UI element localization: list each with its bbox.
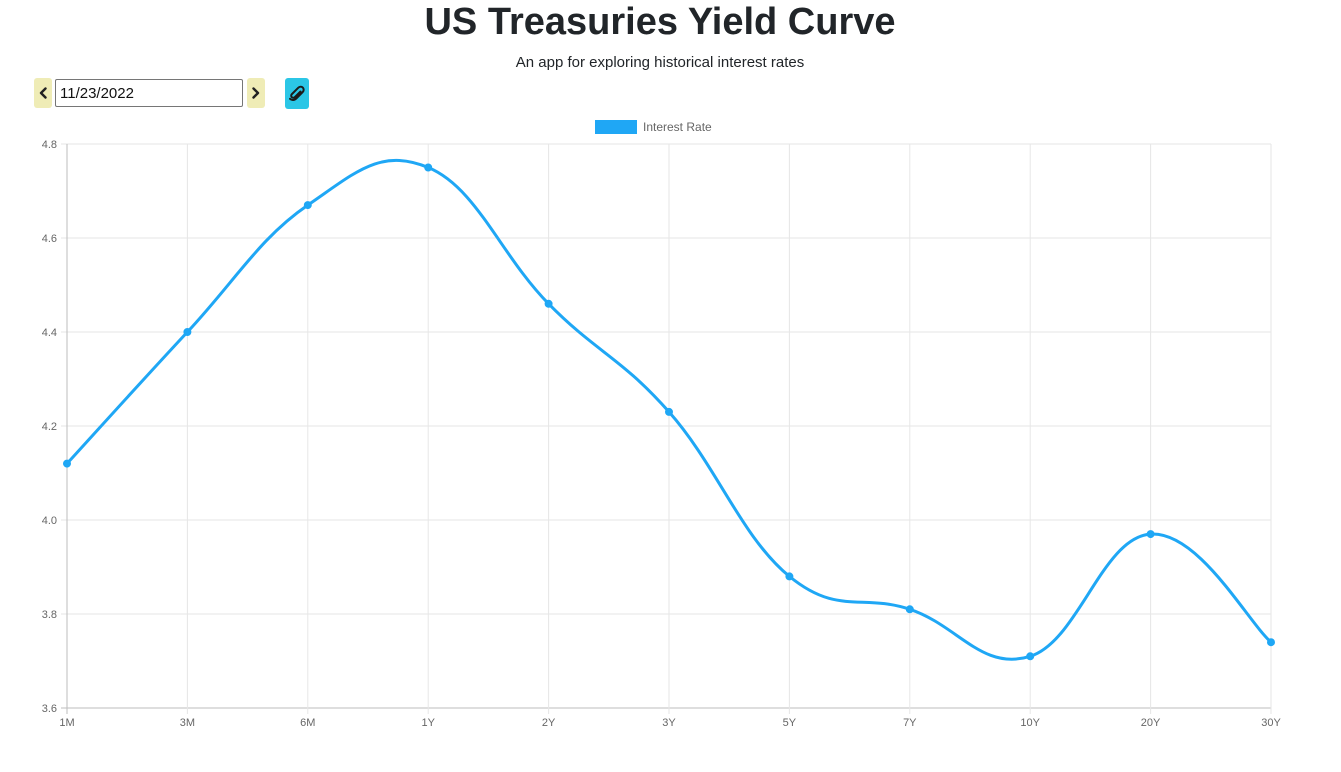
chevron-left-icon (39, 87, 47, 99)
chart-legend[interactable]: Interest Rate (595, 120, 712, 134)
date-input[interactable] (55, 79, 243, 107)
data-point-20y (1146, 530, 1155, 539)
chart-axes: 4.8 4.6 4.4 4.2 4.0 3.8 3.61M 3M 6M 1Y 2Y 3Y 5Y 7Y 10Y… (42, 139, 1282, 729)
x-tick-label: 1M (59, 717, 74, 729)
yield-curve-chart: Interest Rate 4.8 4.6 4.4 4.2 4.0 3.8 3.61M 3M 6… (42, 120, 1282, 729)
y-tick-label: 4.6 (42, 233, 57, 245)
data-point-3y (665, 407, 673, 416)
paperclip-icon (289, 85, 305, 101)
page-title: US Treasuries Yield Curve (424, 1, 896, 43)
y-tick-label: 3.6 (42, 703, 57, 715)
y-tick-label: 4.0 (42, 515, 57, 527)
chart-grid (61, 143, 1272, 714)
legend-swatch-interest-rate (595, 120, 637, 134)
data-point-1y (424, 163, 433, 172)
data-point-30y (1267, 638, 1275, 647)
x-tick-label: 20Y (1141, 717, 1161, 729)
data-point-1m (63, 459, 71, 468)
legend-label-interest-rate: Interest Rate (643, 120, 712, 134)
x-tick-label: 2Y (542, 717, 556, 729)
y-tick-label: 4.8 (42, 139, 57, 151)
page-subtitle: An app for exploring historical interest… (515, 54, 805, 71)
x-tick-label: 5Y (783, 717, 797, 729)
chart-series (63, 158, 1275, 661)
chevron-right-icon (252, 87, 260, 99)
previous-date-button[interactable] (34, 78, 52, 108)
x-tick-label: 7Y (903, 717, 917, 729)
data-point-2y (544, 299, 553, 308)
x-tick-label: 6M (300, 717, 315, 729)
x-tick-label: 30Y (1261, 717, 1281, 729)
next-date-button[interactable] (247, 78, 265, 108)
data-point-7y (905, 605, 914, 614)
data-point-5y (785, 572, 794, 581)
y-tick-label: 4.4 (42, 327, 57, 339)
x-tick-label: 10Y (1020, 717, 1040, 729)
data-point-3m (183, 328, 192, 336)
x-tick-label: 1Y (421, 717, 435, 729)
attach-button[interactable] (285, 78, 309, 109)
x-tick-label: 3Y (662, 717, 676, 729)
data-point-6m (303, 201, 312, 210)
data-point-10y (1026, 652, 1035, 661)
y-tick-label: 4.2 (42, 421, 57, 433)
x-tick-label: 3M (180, 717, 195, 729)
y-tick-label: 3.8 (42, 609, 57, 621)
